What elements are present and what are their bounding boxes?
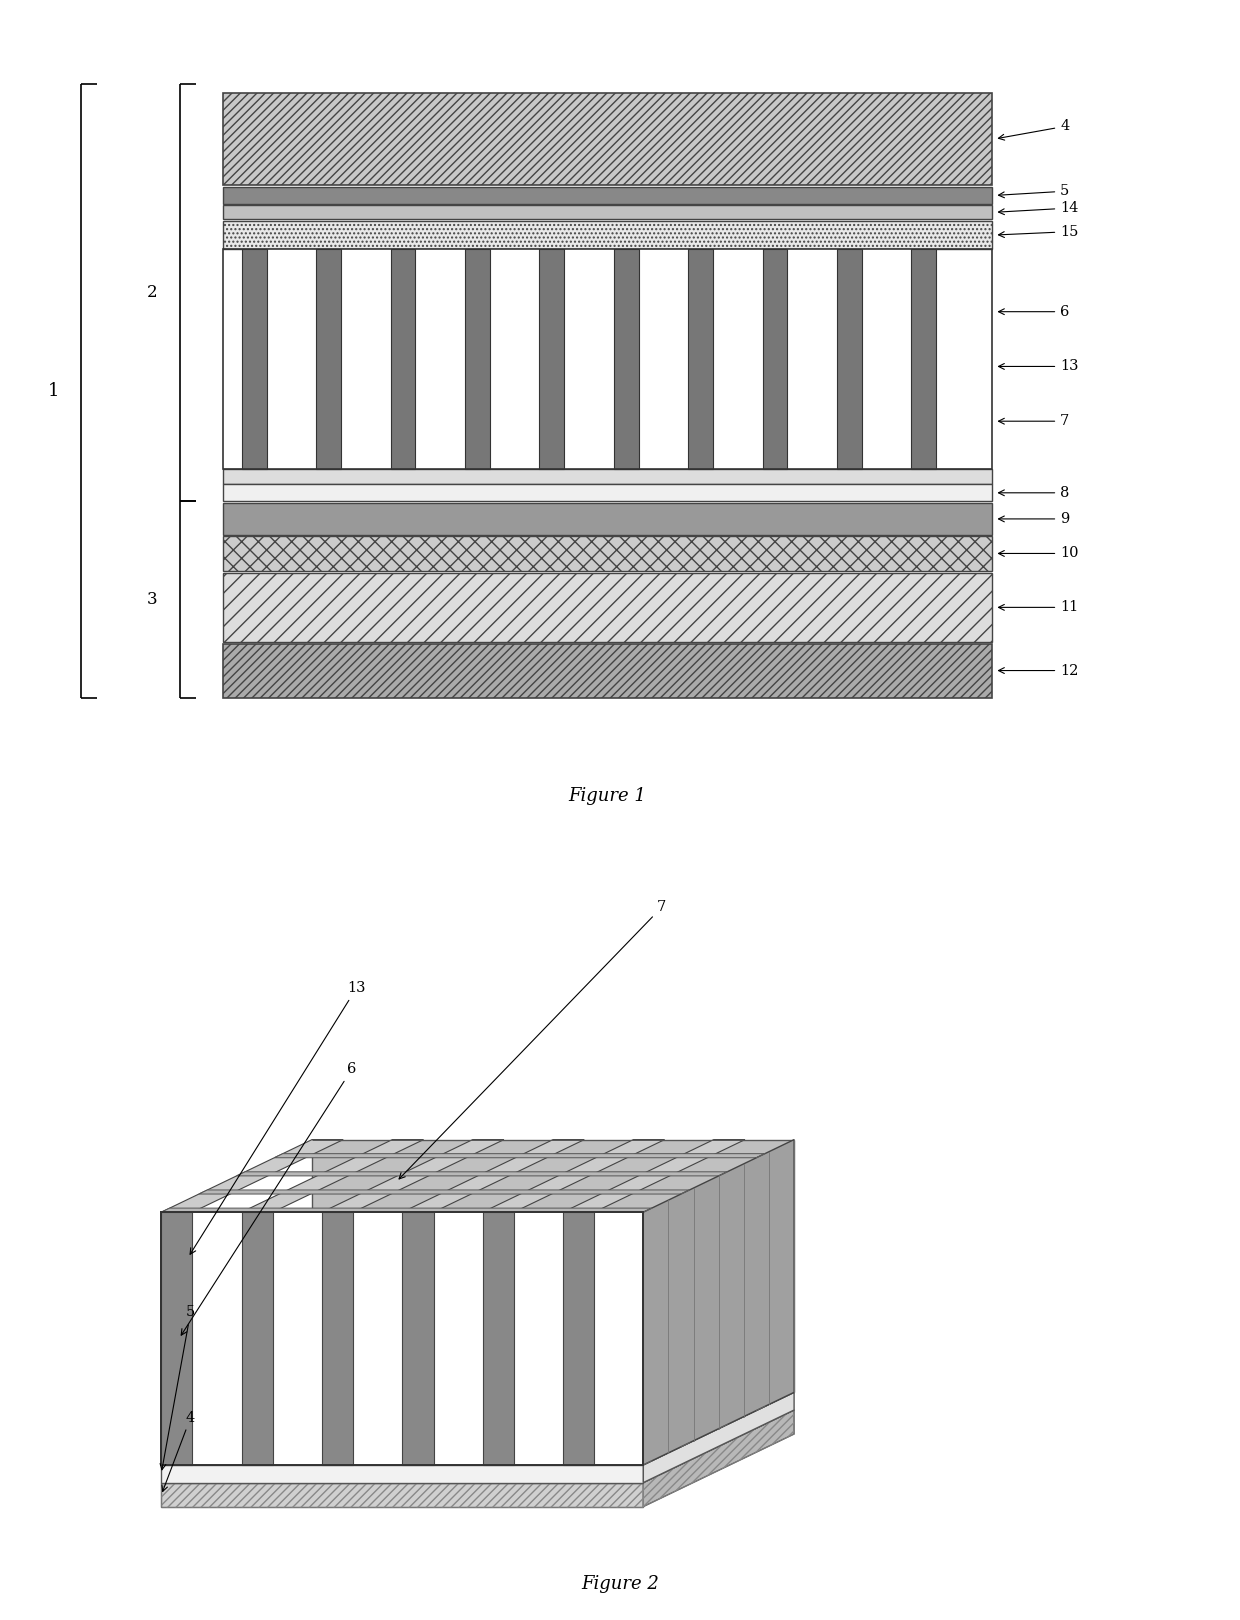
Text: 12: 12 (998, 664, 1079, 677)
Bar (391, 248, 415, 470)
Bar (223, 573, 992, 642)
Polygon shape (161, 1139, 343, 1212)
Polygon shape (242, 1212, 273, 1464)
Text: 4: 4 (998, 120, 1069, 139)
Polygon shape (644, 1392, 794, 1482)
Text: 7: 7 (998, 415, 1069, 428)
Bar (223, 186, 992, 204)
Bar (223, 248, 992, 470)
Polygon shape (161, 1482, 644, 1507)
Polygon shape (161, 1409, 794, 1482)
Bar (415, 248, 465, 470)
Bar (223, 502, 992, 535)
Polygon shape (434, 1212, 482, 1464)
Text: 2: 2 (148, 284, 157, 301)
Polygon shape (402, 1139, 584, 1212)
Polygon shape (353, 1212, 402, 1464)
Bar (223, 470, 992, 484)
Text: 5: 5 (998, 185, 1069, 198)
Bar (465, 248, 490, 470)
Bar (787, 248, 837, 470)
Polygon shape (237, 1171, 727, 1176)
Bar (763, 248, 787, 470)
Polygon shape (322, 1139, 503, 1212)
Bar (539, 248, 564, 470)
Polygon shape (312, 1139, 794, 1392)
Polygon shape (161, 1392, 794, 1464)
Text: 13: 13 (190, 982, 366, 1254)
Text: 13: 13 (998, 360, 1079, 374)
Text: 8: 8 (998, 486, 1070, 501)
Polygon shape (644, 1139, 794, 1464)
Polygon shape (161, 1209, 652, 1212)
Bar (242, 248, 267, 470)
Bar (639, 248, 688, 470)
Text: 15: 15 (998, 225, 1079, 238)
Polygon shape (563, 1212, 594, 1464)
Bar (911, 248, 936, 470)
Text: 9: 9 (998, 512, 1069, 526)
Bar (223, 92, 992, 185)
Polygon shape (192, 1212, 242, 1464)
Text: 14: 14 (998, 201, 1079, 215)
Bar (688, 248, 713, 470)
Polygon shape (161, 1212, 192, 1464)
Bar (837, 248, 862, 470)
Text: 5: 5 (160, 1306, 195, 1469)
Polygon shape (322, 1212, 353, 1464)
Polygon shape (242, 1139, 424, 1212)
Text: 6: 6 (998, 305, 1070, 319)
Text: 1: 1 (47, 382, 60, 400)
Bar (223, 536, 992, 572)
Bar (223, 484, 992, 501)
Bar (341, 248, 391, 470)
Text: 7: 7 (399, 901, 666, 1179)
Text: 4: 4 (162, 1411, 195, 1492)
Text: Figure 1: Figure 1 (569, 787, 646, 805)
Bar (223, 204, 992, 219)
Text: 6: 6 (181, 1063, 357, 1335)
Bar (564, 248, 614, 470)
Polygon shape (274, 1153, 765, 1158)
Polygon shape (161, 1464, 644, 1482)
Polygon shape (198, 1191, 689, 1194)
Polygon shape (513, 1212, 563, 1464)
Bar (862, 248, 911, 470)
Polygon shape (482, 1212, 513, 1464)
Polygon shape (482, 1139, 665, 1212)
Polygon shape (644, 1409, 794, 1507)
Bar (223, 643, 992, 698)
Polygon shape (563, 1139, 745, 1212)
Polygon shape (594, 1212, 644, 1464)
Text: 10: 10 (998, 546, 1079, 561)
Polygon shape (402, 1212, 434, 1464)
Bar (223, 220, 992, 248)
Text: 11: 11 (998, 601, 1079, 614)
Polygon shape (273, 1212, 322, 1464)
Bar (267, 248, 316, 470)
Bar (614, 248, 639, 470)
Bar (316, 248, 341, 470)
Text: 3: 3 (148, 591, 157, 608)
Bar (713, 248, 763, 470)
Text: Figure 2: Figure 2 (582, 1575, 658, 1592)
Bar (490, 248, 539, 470)
